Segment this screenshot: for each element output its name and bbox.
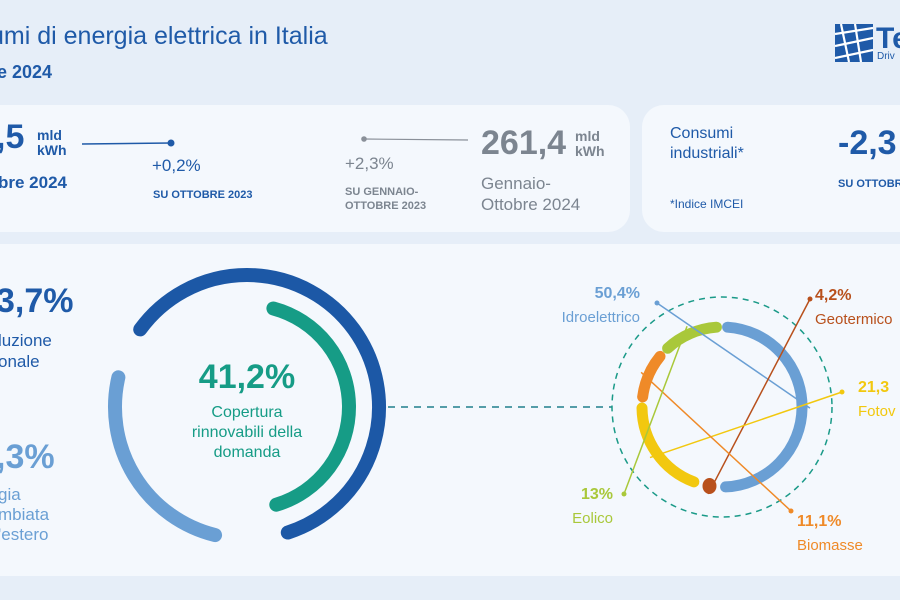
ytd-unit-2: kWh — [575, 143, 605, 159]
leader-dot — [654, 300, 660, 306]
ytd-value: 261,4 — [481, 124, 567, 162]
month-change: +0,2% — [152, 156, 201, 175]
month-unit-2: kWh — [37, 142, 67, 158]
national-value: 3,7% — [0, 282, 74, 320]
leader-line — [707, 298, 811, 495]
slice-geothermal — [702, 478, 717, 495]
leader-line — [640, 371, 792, 512]
leader-dot — [788, 508, 794, 514]
coverage-label-2: rinnovabili della — [191, 424, 303, 441]
ytd-change: +2,3% — [345, 154, 394, 173]
industrial-value: -2,3 — [838, 124, 897, 162]
ring-national-production — [133, 268, 386, 540]
industrial-label-2: industriali* — [670, 145, 744, 162]
import-value: ,3% — [0, 438, 55, 476]
mix-outer-dashed-ring — [611, 296, 833, 518]
logo-text: Te — [876, 22, 900, 55]
month-label: bre 2024 — [0, 173, 67, 192]
slice-wind — [662, 321, 722, 354]
page-title: umi di energia elettrica in Italia — [0, 22, 328, 50]
leader-dot — [621, 491, 627, 497]
leader-line — [649, 391, 843, 459]
import-label-2: mbiata — [0, 505, 50, 524]
ring-renewable-coverage — [266, 301, 356, 512]
month-change-label: SU OTTOBRE 2023 — [153, 189, 253, 201]
ytd-trend-line — [361, 136, 469, 142]
slice-name-label: Eolico — [572, 510, 613, 527]
month-value: ,5 — [0, 118, 25, 156]
leader-dot — [807, 296, 813, 302]
leader-line — [656, 302, 811, 409]
bottom-panel — [0, 244, 900, 576]
slice-hydro — [720, 321, 808, 493]
slice-value-label: 4,2% — [815, 287, 851, 304]
industrial-value-label: SU OTTOBR — [838, 178, 900, 190]
slice-biomass — [637, 350, 666, 403]
slice-value-label: 11,1% — [797, 513, 841, 530]
month-trend-line — [82, 139, 175, 147]
industrial-panel — [642, 105, 900, 232]
slice-name-label: Geotermico — [815, 311, 893, 328]
slice-name-label: Fotov — [858, 403, 896, 420]
national-label-2: onale — [0, 352, 40, 371]
page-subtitle: re 2024 — [0, 62, 53, 82]
month-unit-1: mld — [37, 127, 62, 143]
ytd-label-2: Ottobre 2024 — [481, 195, 581, 214]
import-label-3: 'estero — [0, 525, 49, 544]
coverage-donut — [108, 268, 386, 543]
logo-tagline: Driv — [877, 51, 895, 62]
leader-line — [623, 325, 688, 495]
industrial-note: *Indice IMCEI — [670, 197, 744, 211]
ytd-label-1: Gennaio- — [481, 174, 551, 193]
national-label-1: luzione — [0, 331, 52, 350]
ytd-change-label-2: OTTOBRE 2023 — [345, 200, 427, 212]
ytd-unit-1: mld — [575, 128, 600, 144]
mix-donut — [636, 321, 808, 495]
slice-value-label: 50,4% — [595, 285, 640, 302]
coverage-label-3: domanda — [213, 444, 281, 461]
kpi-panel — [0, 105, 630, 232]
leader-dot — [839, 389, 845, 395]
coverage-value: 41,2% — [198, 358, 296, 396]
industrial-label-1: Consumi — [670, 125, 734, 142]
slice-solar — [636, 402, 700, 488]
ytd-change-label-1: SU GENNAIO- — [345, 186, 419, 198]
ring-import-energy — [108, 370, 223, 543]
coverage-label-1: Copertura — [211, 404, 283, 421]
logo-icon — [835, 24, 873, 62]
slice-value-label: 13% — [581, 486, 613, 503]
mix-labels: 50,4% Idroelettrico 4,2% Geotermico 21,3 Foto… — [562, 285, 896, 554]
slice-name-label: Idroelettrico — [562, 309, 640, 326]
slice-name-label: Biomasse — [797, 537, 863, 554]
slice-value-label: 21,3 — [858, 379, 889, 396]
import-label-1: gia — [0, 485, 21, 504]
